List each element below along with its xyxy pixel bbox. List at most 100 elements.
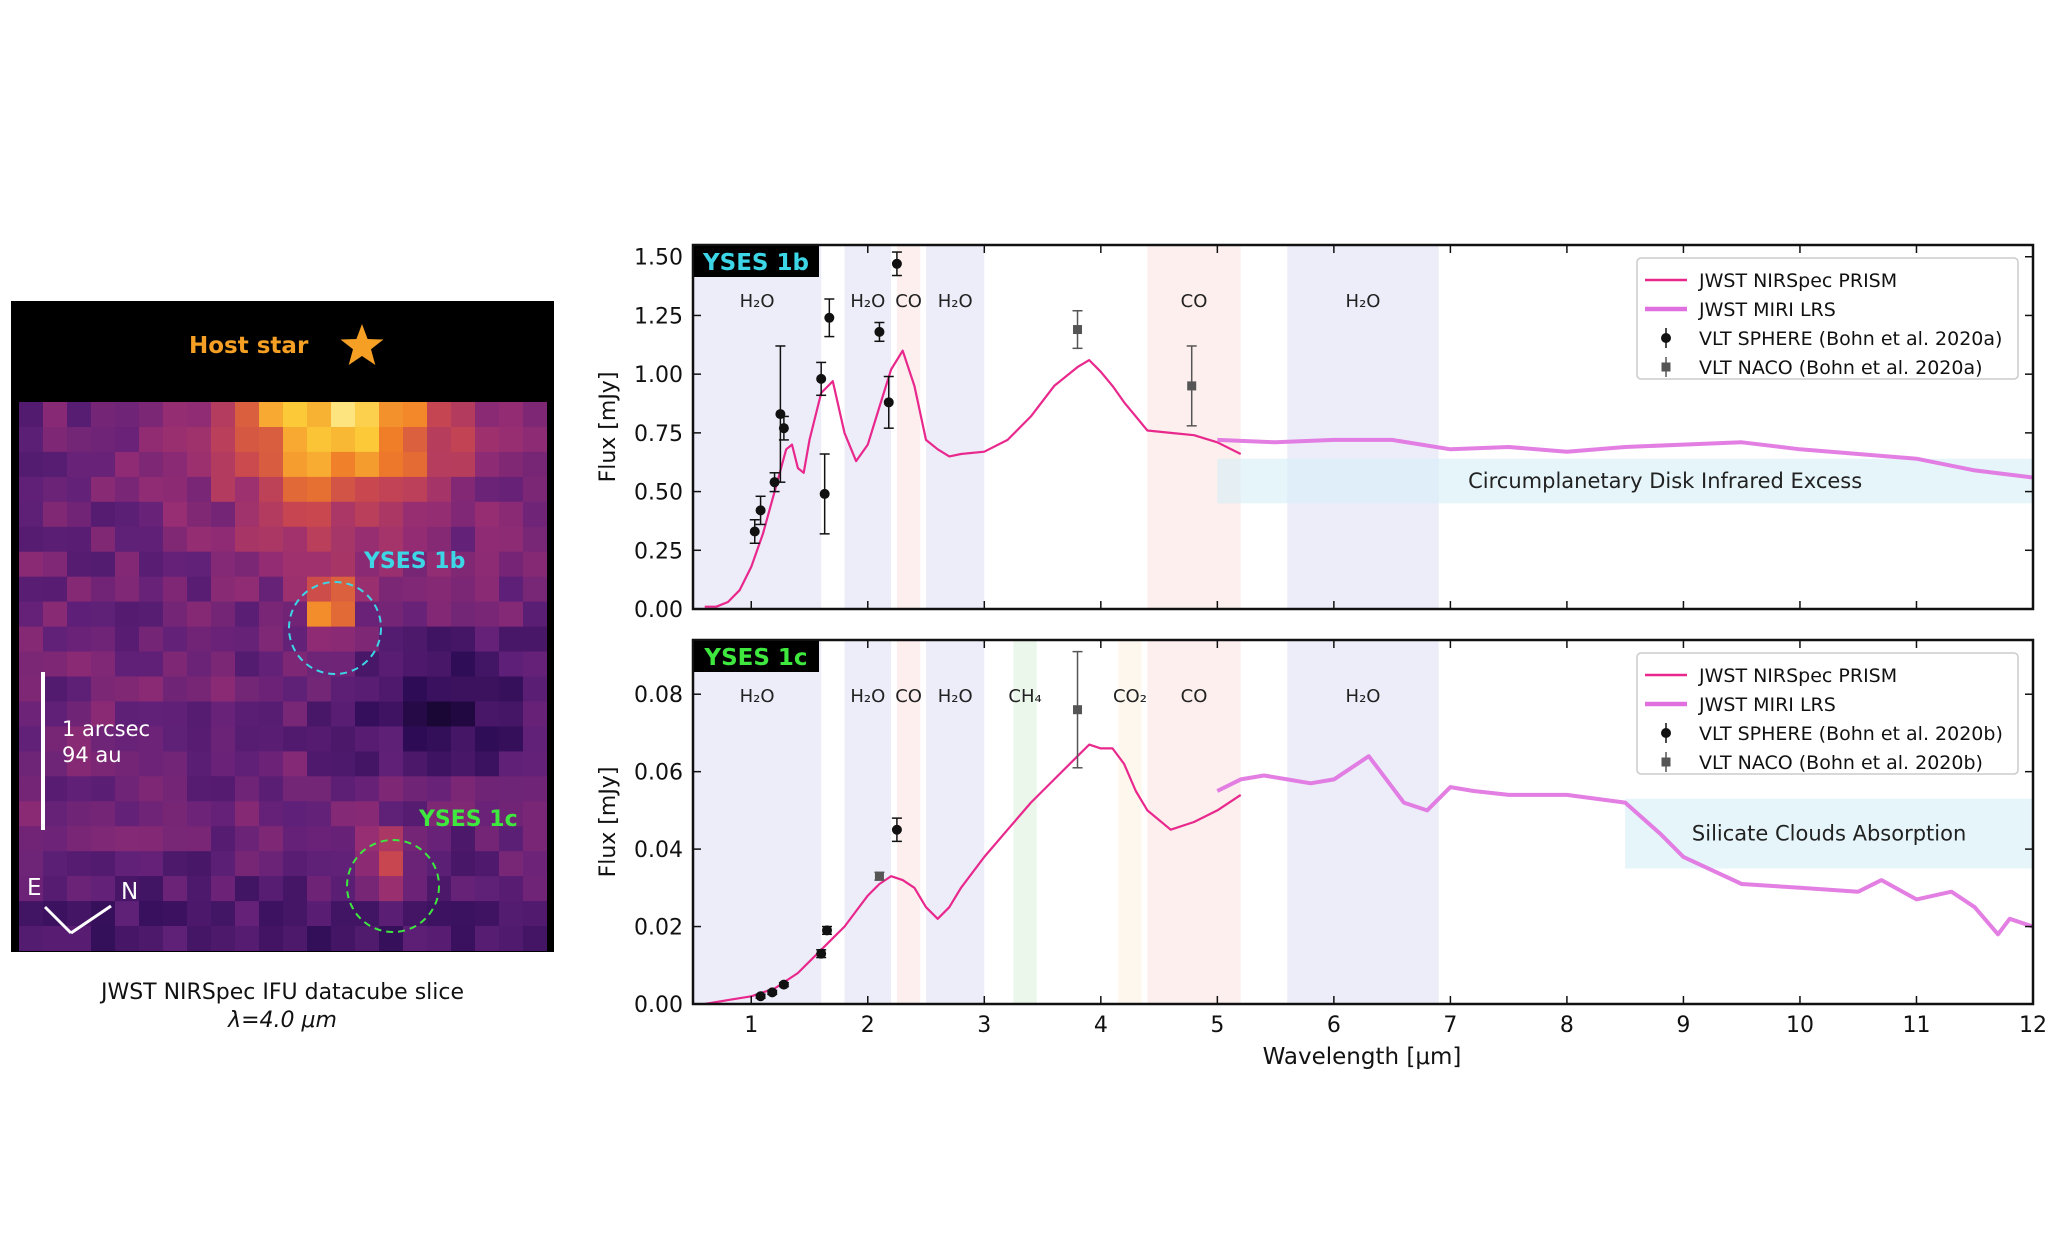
ifu-pixel bbox=[427, 676, 452, 703]
ifu-pixel bbox=[355, 451, 380, 478]
ifu-pixel bbox=[331, 726, 356, 752]
ifu-pixel bbox=[523, 427, 547, 453]
band-label: H₂O bbox=[938, 686, 973, 707]
sphere-point bbox=[816, 373, 827, 384]
ifu-pixel bbox=[187, 726, 212, 752]
ifu-pixel bbox=[235, 801, 260, 827]
ifu-caption-line2: λ=4.0 μm bbox=[228, 1008, 337, 1033]
ifu-pixel bbox=[67, 776, 92, 802]
ifu-pixel bbox=[379, 676, 404, 703]
legend-box bbox=[1636, 257, 2019, 380]
ifu-pixel bbox=[259, 851, 284, 877]
ifu-pixel bbox=[259, 551, 284, 578]
ifu-pixel bbox=[67, 501, 92, 528]
ifu-pixel bbox=[523, 651, 547, 678]
ifu-pixel bbox=[427, 601, 452, 628]
ifu-pixel bbox=[331, 776, 356, 802]
ifu-pixel bbox=[43, 851, 68, 877]
ifu-pixel bbox=[283, 926, 308, 951]
ifu-pixel bbox=[283, 751, 308, 777]
ifu-pixel bbox=[67, 427, 92, 453]
ifu-pixel bbox=[451, 476, 476, 503]
ifu-pixel bbox=[379, 876, 404, 902]
ifu-pixel bbox=[259, 402, 284, 428]
ifu-pixel bbox=[163, 926, 188, 951]
ifu-pixel bbox=[355, 851, 380, 877]
ifu-pixel bbox=[499, 851, 524, 877]
ifu-pixel bbox=[163, 801, 188, 827]
band-label: H₂O bbox=[1346, 686, 1381, 707]
ifu-caption: JWST NIRSpec IFU datacube slice λ=4.0 μm bbox=[11, 979, 554, 1035]
y-axis-label: Flux [mJy] bbox=[596, 372, 621, 483]
ifu-header: Host star bbox=[11, 301, 554, 402]
ifu-pixel bbox=[211, 626, 236, 653]
ifu-pixel bbox=[475, 851, 500, 877]
ifu-pixel bbox=[139, 601, 164, 628]
ifu-pixel bbox=[115, 826, 140, 852]
ifu-pixel bbox=[403, 776, 428, 802]
x-axis-label: Wavelength [μm] bbox=[1263, 1044, 1462, 1070]
ifu-pixel bbox=[235, 901, 260, 927]
ifu-pixel bbox=[139, 901, 164, 927]
ifu-pixel bbox=[523, 726, 547, 752]
x-tick-label: 9 bbox=[1676, 1013, 1690, 1038]
legend-marker bbox=[1661, 757, 1671, 767]
sphere-point bbox=[778, 423, 789, 434]
ifu-pixel bbox=[259, 576, 284, 603]
ifu-pixel bbox=[499, 726, 524, 752]
ifu-pixel bbox=[451, 901, 476, 927]
ifu-pixel bbox=[43, 751, 68, 777]
ifu-pixel bbox=[355, 501, 380, 528]
x-tick-label: 12 bbox=[2019, 1013, 2047, 1038]
ifu-pixel bbox=[307, 801, 332, 827]
ifu-pixel bbox=[235, 476, 260, 503]
ifu-pixel bbox=[211, 576, 236, 603]
ifu-pixel bbox=[427, 701, 452, 728]
sphere-point bbox=[891, 824, 902, 835]
ifu-pixel bbox=[307, 851, 332, 877]
ifu-pixel bbox=[43, 876, 68, 902]
ifu-pixel bbox=[355, 551, 380, 578]
ifu-pixel bbox=[451, 427, 476, 453]
ifu-pixel bbox=[235, 601, 260, 628]
ifu-pixel bbox=[355, 876, 380, 902]
miri-spectrum-line bbox=[1216, 754, 2034, 937]
ifu-pixel bbox=[211, 501, 236, 528]
ifu-pixel bbox=[331, 402, 356, 428]
ifu-pixel bbox=[235, 427, 260, 453]
ifu-pixel bbox=[475, 701, 500, 728]
ifu-pixel bbox=[451, 576, 476, 603]
ifu-pixel bbox=[115, 676, 140, 703]
ifu-pixel bbox=[43, 501, 68, 528]
ifu-pixel bbox=[427, 776, 452, 802]
ifu-pixel bbox=[451, 526, 476, 553]
ifu-pixel bbox=[499, 876, 524, 902]
ifu-pixel bbox=[67, 626, 92, 653]
ifu-pixel bbox=[259, 701, 284, 728]
naco-point bbox=[1073, 325, 1083, 335]
ifu-pixel bbox=[283, 427, 308, 453]
ifu-pixel bbox=[499, 676, 524, 703]
ifu-pixel bbox=[451, 601, 476, 628]
nirspec-spectrum-line bbox=[704, 349, 1242, 608]
spectrum-panel-yses-1c: H₂O H₂O CO H₂O CH₄ CO₂ CO H₂O Silicate Clouds Ab… bbox=[596, 638, 2047, 1038]
ifu-pixel bbox=[43, 402, 68, 428]
ifu-pixel bbox=[499, 451, 524, 478]
ifu-pixel bbox=[403, 551, 428, 578]
ifu-pixel bbox=[283, 776, 308, 802]
ifu-pixel bbox=[283, 551, 308, 578]
absorption-band bbox=[926, 640, 985, 1004]
ifu-pixel bbox=[307, 626, 332, 653]
ifu-pixel bbox=[283, 451, 308, 478]
ifu-pixel bbox=[259, 626, 284, 653]
ifu-pixel bbox=[115, 901, 140, 927]
legend-label: VLT SPHERE (Bohn et al. 2020b) bbox=[1699, 723, 2003, 745]
ifu-pixel bbox=[91, 651, 116, 678]
ifu-pixel bbox=[19, 926, 44, 951]
ifu-pixel bbox=[403, 901, 428, 927]
ifu-pixel bbox=[379, 776, 404, 802]
compass-north-arrow bbox=[70, 904, 112, 935]
ifu-pixel bbox=[451, 551, 476, 578]
band-label: H₂O bbox=[740, 686, 775, 707]
ifu-pixel bbox=[523, 801, 547, 827]
